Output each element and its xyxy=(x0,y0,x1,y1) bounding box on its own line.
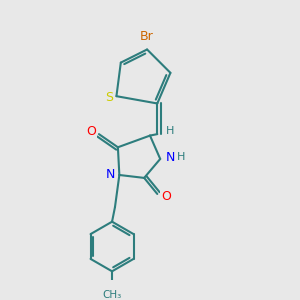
Text: N: N xyxy=(106,169,115,182)
Text: O: O xyxy=(87,125,97,138)
Text: N: N xyxy=(166,151,175,164)
Text: O: O xyxy=(161,190,171,203)
Text: H: H xyxy=(177,152,185,163)
Text: CH₃: CH₃ xyxy=(102,290,122,300)
Text: Br: Br xyxy=(140,30,154,43)
Text: S: S xyxy=(105,91,113,104)
Text: H: H xyxy=(166,126,175,136)
